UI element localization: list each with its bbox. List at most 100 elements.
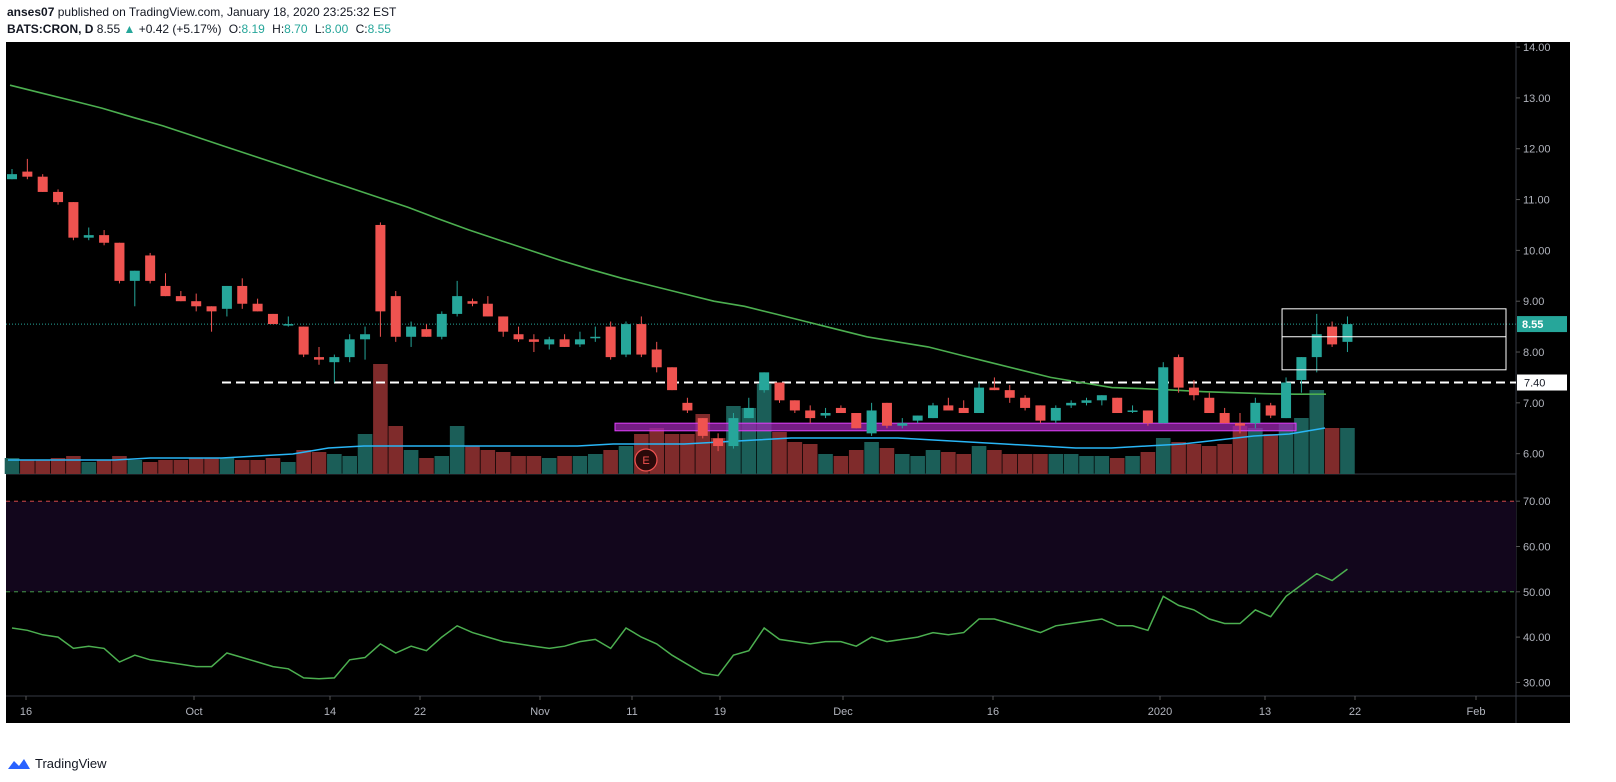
candle[interactable] xyxy=(1020,395,1031,411)
candle[interactable] xyxy=(805,405,816,424)
candle[interactable] xyxy=(1081,397,1092,406)
candle[interactable] xyxy=(943,397,954,411)
candle[interactable] xyxy=(912,415,923,424)
candle[interactable] xyxy=(129,270,140,307)
candle[interactable] xyxy=(1173,354,1184,393)
candle[interactable] xyxy=(1050,405,1061,424)
candle[interactable] xyxy=(1004,385,1015,403)
price-axis-background[interactable] xyxy=(1516,42,1570,696)
candle[interactable] xyxy=(851,413,862,429)
candle[interactable] xyxy=(344,334,355,363)
candle[interactable] xyxy=(528,334,539,353)
candle[interactable] xyxy=(759,372,770,393)
brand-name[interactable]: TradingView xyxy=(35,756,107,771)
candle[interactable] xyxy=(1112,397,1123,414)
candle[interactable] xyxy=(467,298,478,307)
time-axis-background[interactable] xyxy=(6,696,1570,723)
candle[interactable] xyxy=(390,291,401,342)
support-zone[interactable] xyxy=(614,422,1297,432)
candle[interactable] xyxy=(221,285,232,317)
author-name[interactable]: anses07 xyxy=(7,5,55,19)
candle[interactable] xyxy=(160,273,171,297)
candle[interactable] xyxy=(237,278,248,309)
candle[interactable] xyxy=(789,400,800,414)
candle[interactable] xyxy=(974,382,985,414)
candle[interactable] xyxy=(1035,405,1046,424)
candle[interactable] xyxy=(928,402,938,419)
candle[interactable] xyxy=(1096,395,1107,406)
candle[interactable] xyxy=(99,230,110,246)
candle[interactable] xyxy=(774,382,785,403)
candle[interactable] xyxy=(881,402,892,429)
candle[interactable] xyxy=(314,346,324,365)
candle[interactable] xyxy=(452,280,463,317)
candle[interactable] xyxy=(651,341,662,373)
candle[interactable] xyxy=(667,367,678,391)
candle[interactable] xyxy=(590,326,601,342)
candle[interactable] xyxy=(7,169,17,180)
candle[interactable] xyxy=(68,202,79,241)
candle[interactable] xyxy=(83,227,94,241)
candle[interactable] xyxy=(544,336,555,350)
candle[interactable] xyxy=(421,324,432,337)
candle[interactable] xyxy=(989,377,1000,391)
candle[interactable] xyxy=(22,158,33,180)
candle[interactable] xyxy=(114,242,125,284)
candle[interactable] xyxy=(605,321,616,360)
candle[interactable] xyxy=(897,418,908,429)
candle[interactable] xyxy=(206,306,217,332)
candle[interactable] xyxy=(375,222,386,337)
candle[interactable] xyxy=(866,402,877,436)
earnings-icon[interactable] xyxy=(634,448,658,472)
candle[interactable] xyxy=(1188,379,1199,401)
candle[interactable] xyxy=(1296,357,1307,393)
candle[interactable] xyxy=(1235,413,1245,434)
candle[interactable] xyxy=(820,407,831,419)
candle[interactable] xyxy=(1204,392,1215,414)
candle[interactable] xyxy=(835,405,846,414)
candle[interactable] xyxy=(360,326,371,360)
candle[interactable] xyxy=(697,418,708,439)
candle[interactable] xyxy=(283,316,294,327)
candle[interactable] xyxy=(145,252,156,284)
candle[interactable] xyxy=(482,296,493,317)
candle[interactable] xyxy=(191,293,202,312)
last-price-badge[interactable] xyxy=(1517,316,1567,333)
candle[interactable] xyxy=(498,316,509,337)
candle[interactable] xyxy=(1327,321,1338,347)
candle[interactable] xyxy=(743,397,754,419)
candle[interactable] xyxy=(1265,402,1276,419)
candle[interactable] xyxy=(1066,400,1077,408)
candle[interactable] xyxy=(574,331,585,347)
candle[interactable] xyxy=(267,313,278,325)
candle[interactable] xyxy=(1142,410,1153,426)
candle[interactable] xyxy=(636,316,647,358)
candle[interactable] xyxy=(713,433,724,452)
chart-canvas[interactable]: E 6.00 7.00 8.00 9.00 10.00 11.00 12.00 13.00 14… xyxy=(0,42,1570,723)
candle[interactable] xyxy=(1342,316,1353,353)
symbol-name[interactable]: BATS:CRON, D xyxy=(7,22,94,36)
candle[interactable] xyxy=(406,321,417,347)
candle[interactable] xyxy=(53,189,64,205)
candle[interactable] xyxy=(1250,397,1261,429)
candle[interactable] xyxy=(175,291,186,302)
candle[interactable] xyxy=(1127,405,1138,414)
candle[interactable] xyxy=(682,397,693,414)
candle[interactable] xyxy=(1158,362,1169,424)
candle[interactable] xyxy=(1311,313,1322,373)
candle[interactable] xyxy=(329,354,340,383)
candle[interactable] xyxy=(37,174,48,192)
candle[interactable] xyxy=(559,334,570,347)
candle[interactable] xyxy=(298,326,309,358)
candle[interactable] xyxy=(958,400,969,414)
candle[interactable] xyxy=(728,413,739,449)
breakout-box[interactable] xyxy=(1281,308,1507,371)
level-badge[interactable] xyxy=(1517,374,1567,391)
candle[interactable] xyxy=(436,311,447,340)
candle[interactable] xyxy=(513,326,524,342)
candle[interactable] xyxy=(252,298,263,312)
candle[interactable] xyxy=(1219,407,1230,424)
candle[interactable] xyxy=(1281,377,1292,419)
candle-body xyxy=(621,324,631,355)
candle[interactable] xyxy=(621,321,631,358)
